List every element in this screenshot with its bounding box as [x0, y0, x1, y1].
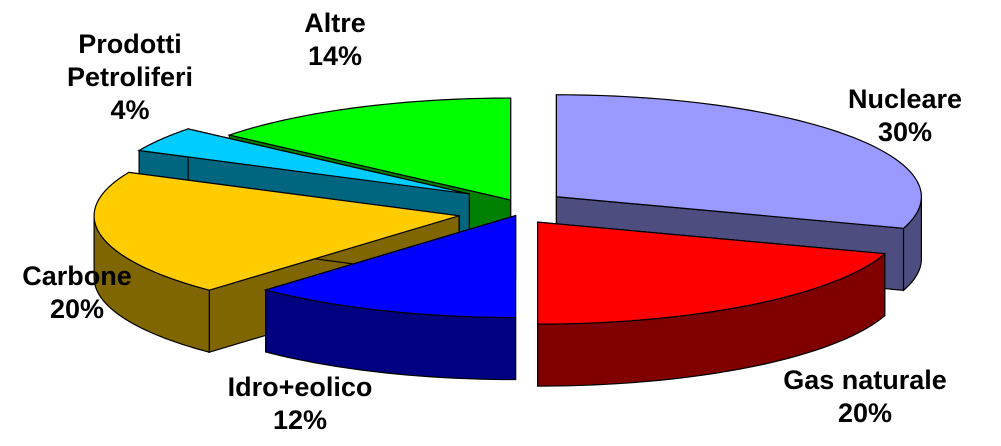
- label-nucleare: Nucleare 30%: [815, 83, 995, 149]
- slice-prodotti-petroliferi: [137, 128, 470, 195]
- slice-gas-naturale: [537, 221, 887, 325]
- label-gas-naturale-name: Gas naturale: [783, 365, 947, 395]
- label-gas-naturale-percent: 20%: [837, 398, 893, 428]
- label-prodotti-petroliferi: Prodotti Petroliferi 4%: [40, 28, 220, 127]
- slice-carbone: [93, 171, 460, 291]
- label-gas-naturale: Gas naturale 20%: [745, 364, 985, 430]
- slice-idro-eolico: [263, 214, 517, 319]
- label-idro-eolico-name: Idro+eolico: [227, 372, 373, 402]
- label-altre: Altre 14%: [270, 7, 400, 73]
- slice-nucleare: [555, 94, 923, 229]
- label-prodotti-petroliferi-name-line2: Petroliferi: [66, 62, 194, 92]
- label-nucleare-percent: 30%: [877, 117, 933, 147]
- label-carbone-percent: 20%: [49, 294, 105, 324]
- label-altre-name: Altre: [304, 8, 366, 38]
- pie-tops: [93, 94, 923, 325]
- label-nucleare-name: Nucleare: [847, 84, 963, 114]
- slice-altre: [227, 97, 512, 201]
- label-carbone-name: Carbone: [22, 261, 132, 291]
- label-idro-eolico: Idro+eolico 12%: [190, 371, 410, 437]
- label-idro-eolico-percent: 12%: [272, 405, 328, 435]
- label-carbone: Carbone 20%: [2, 260, 152, 326]
- label-prodotti-petroliferi-percent: 4%: [110, 95, 150, 125]
- label-prodotti-petroliferi-name-line1: Prodotti: [78, 29, 182, 59]
- label-altre-percent: 14%: [307, 41, 363, 71]
